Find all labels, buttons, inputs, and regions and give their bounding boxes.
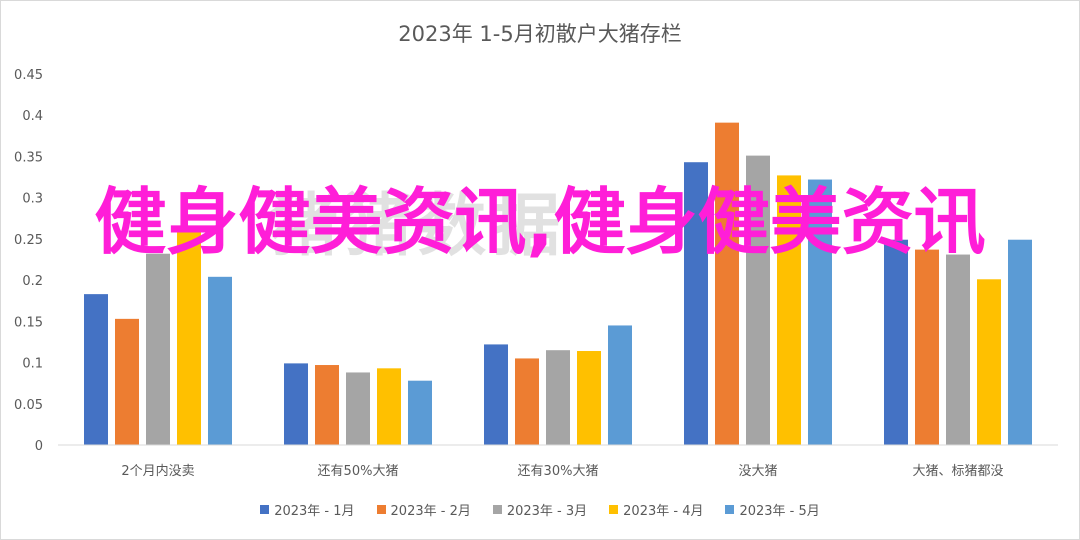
bar: [346, 372, 370, 445]
bar: [1008, 239, 1032, 445]
y-tick-label: 0: [35, 439, 43, 454]
bar: [946, 254, 970, 445]
legend-item: 2023年 - 4月: [609, 500, 703, 519]
legend-label: 2023年 - 5月: [739, 504, 820, 519]
bar: [746, 155, 770, 445]
legend-item: 2023年 - 5月: [725, 500, 820, 519]
bar: [577, 351, 601, 445]
legend-label: 2023年 - 1月: [274, 504, 355, 519]
bar: [915, 249, 939, 445]
legend-swatch: [609, 505, 619, 514]
legend-label: 2023年 - 2月: [390, 504, 471, 519]
chart-legend: 2023年 - 1月 2023年 - 2月 2023年 - 3月 2023年 - 4月…: [0, 500, 1080, 519]
legend-label: 2023年 - 3月: [506, 504, 588, 519]
legend-item: 2023年 - 3月: [492, 500, 588, 519]
bar: [177, 232, 201, 445]
bar: [377, 368, 401, 445]
category-label: 还有50%大猪: [318, 464, 399, 479]
legend-swatch: [492, 505, 502, 514]
bar: [208, 276, 232, 445]
legend-swatch: [725, 505, 735, 514]
bar: [515, 358, 539, 445]
y-tick-label: 0.4: [22, 109, 43, 124]
bar: [777, 175, 801, 445]
legend-swatch: [260, 505, 270, 514]
bar: [808, 179, 832, 446]
category-label: 没大猪: [738, 464, 777, 479]
bar: [115, 318, 139, 445]
y-tick-label: 0.45: [14, 68, 43, 83]
category-label: 大猪、标猪都没: [912, 464, 1003, 479]
bar-series: [84, 122, 1032, 446]
bar: [408, 380, 432, 445]
bar: [715, 122, 739, 446]
y-axis-ticks: 0 0.05 0.1 0.15 0.2 0.25 0.3 0.35 0.4 0.45: [14, 68, 43, 454]
category-label: 还有30%大猪: [518, 464, 599, 479]
y-tick-label: 0.1: [22, 357, 43, 372]
bar: [315, 365, 339, 445]
legend-item: 2023年 - 1月: [260, 500, 355, 519]
category-labels: 2个月内没卖 还有50%大猪 还有30%大猪 没大猪 大猪、标猪都没: [121, 463, 1003, 479]
bar: [284, 363, 308, 445]
bar: [84, 294, 108, 445]
bar: [546, 350, 570, 445]
chart-title: 2023年 1-5月初散户大猪存栏: [398, 22, 682, 46]
legend-item: 2023年 - 2月: [376, 500, 471, 519]
legend-swatch: [376, 505, 386, 514]
bar: [684, 162, 708, 445]
y-tick-label: 0.2: [22, 274, 43, 289]
y-tick-label: 0.35: [14, 150, 43, 165]
y-tick-label: 0.3: [22, 192, 43, 207]
y-tick-label: 0.05: [14, 398, 43, 413]
bar: [608, 325, 632, 445]
legend-label: 2023年 - 4月: [623, 504, 704, 519]
y-tick-label: 0.25: [14, 233, 43, 248]
category-label: 2个月内没卖: [121, 463, 194, 479]
bar: [977, 279, 1001, 445]
bar: [884, 239, 908, 445]
bar: [484, 344, 508, 445]
bar: [146, 253, 170, 445]
y-tick-label: 0.15: [14, 315, 43, 330]
